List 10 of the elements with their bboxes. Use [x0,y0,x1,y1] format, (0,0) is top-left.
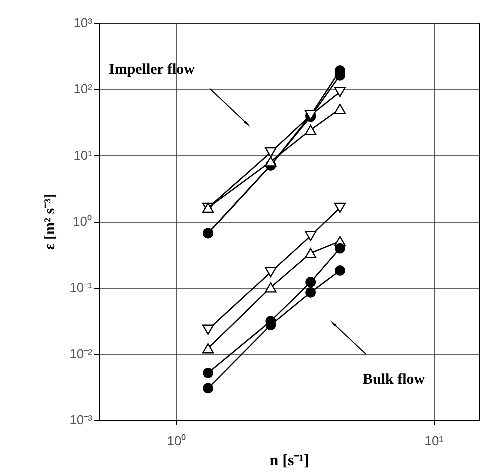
y-tick-label: 10⁻³ [70,412,94,428]
y-tick-label: 10⁻² [70,346,94,362]
y-axis-title: ε [m² s⁻³] [42,194,59,250]
annotation: Bulk flow [363,372,426,388]
y-tick-label: 10⁰ [73,214,92,229]
x-axis-title: n [s⁻¹] [270,452,310,470]
y-tick-label: 10¹ [74,148,94,163]
y-tick-label: 10³ [74,16,94,30]
y-tick-label: 10² [74,82,94,97]
y-tick-label: 10⁻¹ [70,280,94,296]
